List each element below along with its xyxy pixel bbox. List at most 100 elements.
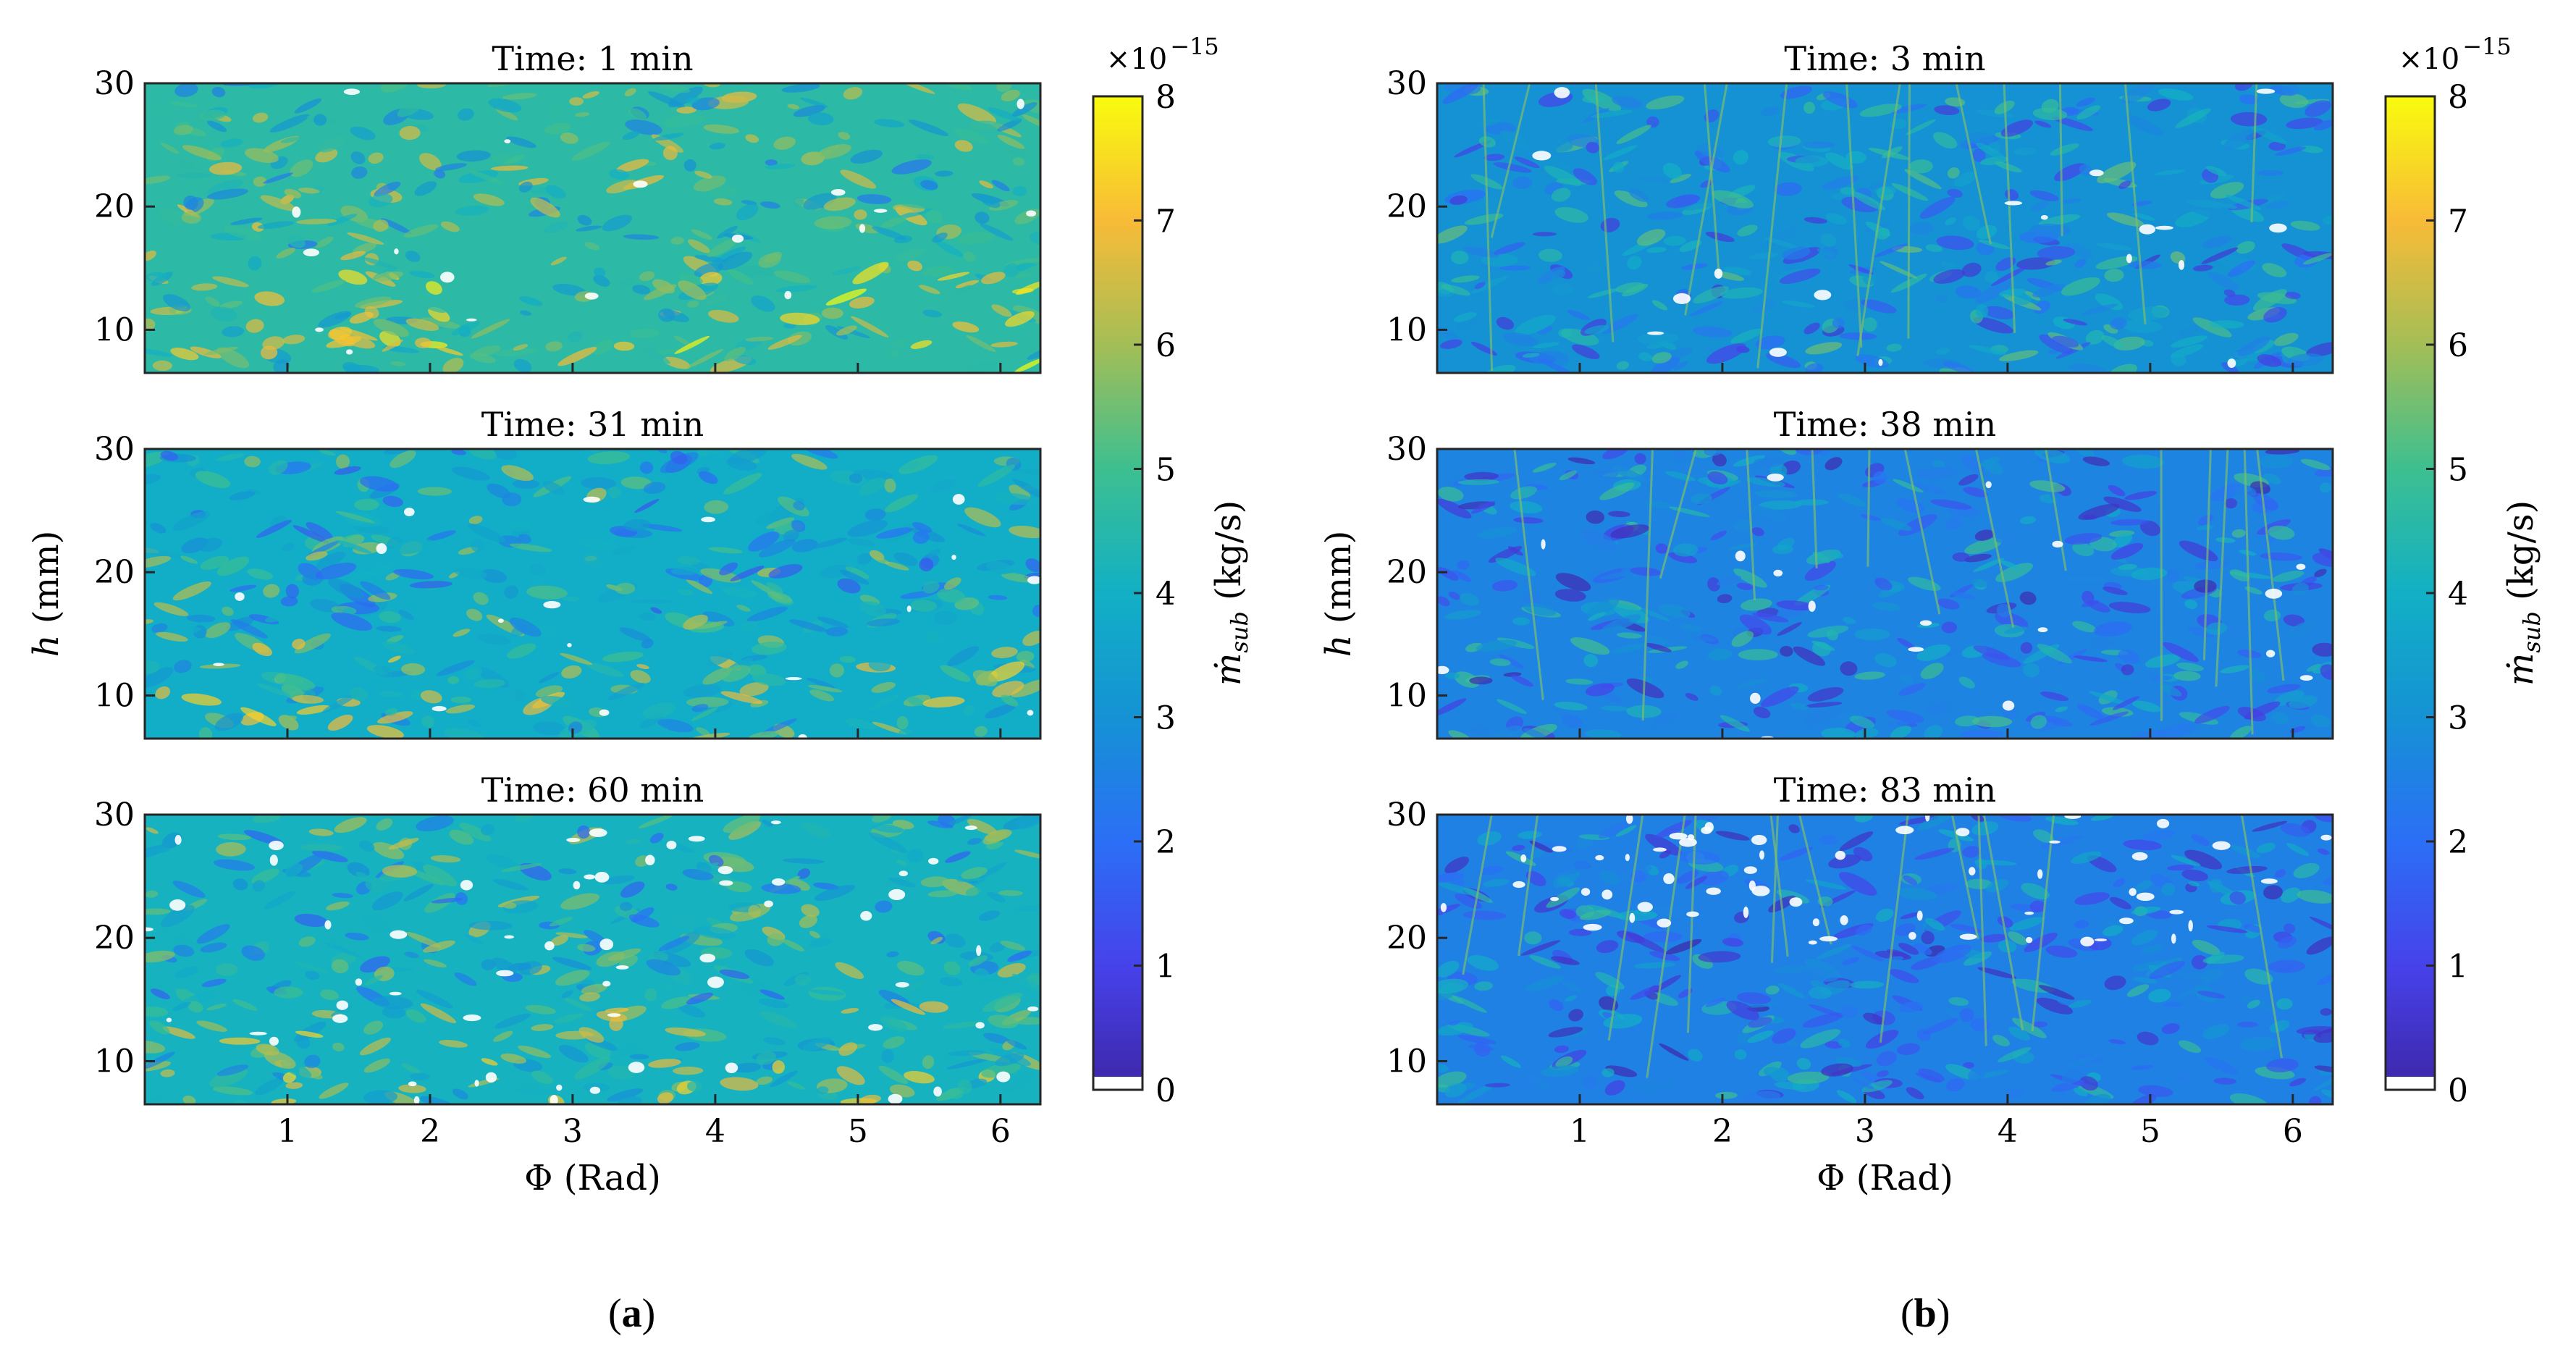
heatmap-cell <box>247 568 274 580</box>
heatmap-cell <box>1955 715 1980 727</box>
heatmap-cell <box>2207 258 2248 277</box>
heatmap-cell <box>2118 650 2140 664</box>
heatmap-field <box>145 449 1040 739</box>
heatmap-cell <box>849 296 875 308</box>
heatmap-cell <box>555 970 590 986</box>
heatmap-cell <box>526 585 568 600</box>
heatmap-cell <box>1510 500 1543 513</box>
void-patch <box>2131 852 2148 861</box>
heatmap-cell <box>1925 244 1942 252</box>
heatmap-cell <box>982 831 1007 845</box>
heatmap-cell <box>509 617 542 637</box>
void-patch <box>474 1080 479 1087</box>
heatmap-cell <box>199 109 226 121</box>
heatmap-cell <box>1881 956 1904 964</box>
heatmap-cell <box>1617 930 1645 944</box>
heatmap-cell <box>1437 106 1447 122</box>
heatmap-cell <box>1971 578 1989 588</box>
streak-line <box>1607 815 1644 1041</box>
void-patch <box>1437 665 1449 675</box>
y-tick-label: 30 <box>94 65 135 102</box>
heatmap-cell <box>1948 506 1980 517</box>
heatmap-cell <box>1751 205 1767 215</box>
heatmap-cell <box>1441 284 1471 296</box>
void-patch <box>543 601 561 609</box>
heatmap-cell <box>332 1042 345 1051</box>
heatmap-cell <box>799 915 817 928</box>
x-tick-label: 6 <box>990 1113 1011 1150</box>
heatmap-cell <box>538 672 560 684</box>
heatmap-cell <box>2284 291 2301 300</box>
heatmap-cell <box>502 93 537 100</box>
heatmap-cell <box>173 626 201 635</box>
heatmap-cell <box>345 932 369 941</box>
heatmap-cell <box>569 97 584 106</box>
x-axis-label: Φ (Rad) <box>1817 1158 1953 1198</box>
heatmap-cell <box>1906 1087 1924 1100</box>
heatmap-cell <box>416 989 453 1009</box>
heatmap-cell <box>803 1037 832 1051</box>
void-patch <box>2004 201 2023 206</box>
heatmap-cell <box>698 471 718 484</box>
heatmap-cell <box>2201 247 2239 264</box>
x-tick-label: 5 <box>848 1113 868 1150</box>
heatmap-cell <box>919 1001 948 1013</box>
heatmap-cell <box>1016 650 1035 663</box>
heatmap-cell <box>995 1052 1024 1067</box>
void-patch <box>1679 838 1697 847</box>
heatmap-cell <box>1604 1080 1625 1096</box>
heatmap-cell <box>320 989 339 1001</box>
heatmap-cell <box>687 348 724 369</box>
heatmap-cell <box>2202 235 2232 248</box>
heatmap-cell <box>349 311 374 324</box>
heatmap-cell <box>1495 558 1536 576</box>
streak-line <box>1977 815 1987 1046</box>
void-patch <box>1512 881 1525 888</box>
heatmap-cell <box>2019 591 2037 605</box>
heatmap-cell <box>417 83 446 89</box>
heatmap-cell <box>421 317 461 329</box>
heatmap-cell <box>2161 1023 2180 1034</box>
heatmap-cell <box>698 449 710 457</box>
colorbar-tick-label: 1 <box>2448 949 2468 986</box>
heatmap-cell <box>2284 923 2296 933</box>
heatmap-cell <box>290 159 313 177</box>
heatmap-cell <box>1556 353 1569 366</box>
heatmap-cell <box>207 179 243 196</box>
heatmap-cell <box>562 596 580 602</box>
heatmap-cell <box>2257 354 2282 367</box>
colorbar-label: ṁsub (kg/s) <box>1208 500 1253 686</box>
void-patch <box>413 1096 420 1104</box>
void-patch <box>1812 918 1820 927</box>
heatmap-cell <box>801 822 831 839</box>
heatmap-cell <box>1485 364 1516 373</box>
heatmap-cell <box>920 180 938 190</box>
heatmap-cell <box>2297 889 2333 904</box>
heatmap-cell <box>991 180 1010 192</box>
heatmap-cell <box>1705 232 1735 243</box>
void-patch <box>584 292 599 300</box>
heatmap-cell <box>955 280 980 288</box>
heatmap-cell <box>2274 690 2304 706</box>
heatmap-cell <box>825 325 849 340</box>
heatmap-cell <box>525 1004 556 1014</box>
heatmap-cell <box>1817 248 1835 258</box>
heatmap-cell <box>912 531 930 544</box>
heatmap-cell <box>542 480 565 495</box>
heatmap-cell <box>420 1003 457 1023</box>
heatmap-cell <box>2271 712 2289 725</box>
heatmap-cell <box>1025 558 1040 572</box>
heatmap-cell <box>694 262 724 277</box>
heatmap-cell <box>453 629 471 637</box>
heatmap-cell <box>2108 1039 2126 1045</box>
void-patch <box>1625 854 1630 862</box>
heatmap-cell <box>410 689 424 701</box>
heatmap-cell <box>252 815 281 823</box>
heatmap-cell <box>1554 589 1586 602</box>
heatmap-cell <box>1005 311 1035 327</box>
heatmap-cell <box>1532 463 1557 473</box>
heatmap-cell <box>1477 831 1502 846</box>
heatmap-cell <box>2171 335 2207 348</box>
heatmap-cell <box>576 944 596 952</box>
